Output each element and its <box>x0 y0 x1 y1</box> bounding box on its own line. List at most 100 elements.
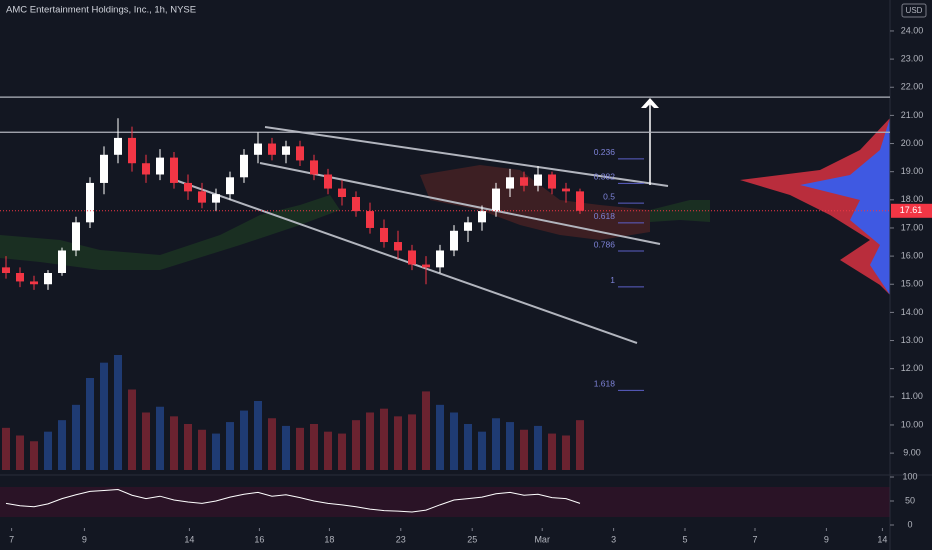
volume-bar <box>58 420 66 470</box>
y-tick-label: 23.00 <box>901 53 924 63</box>
cloud <box>0 195 340 270</box>
volume-bar <box>114 355 122 470</box>
candle-body <box>408 250 416 265</box>
trend-line <box>174 179 638 344</box>
candle-body <box>30 281 38 285</box>
candle-body <box>240 154 248 178</box>
volume-bar <box>394 416 402 470</box>
candle-body <box>58 250 66 273</box>
volume-bar <box>352 420 360 470</box>
volume-bar <box>380 408 388 470</box>
candle-body <box>506 177 514 189</box>
volume-bar <box>366 412 374 470</box>
volume-bar <box>576 420 584 470</box>
volume-bar <box>156 406 164 470</box>
candle-body <box>212 194 220 203</box>
candle-body <box>72 222 80 251</box>
x-tick-label: 16 <box>254 534 264 544</box>
volume-bar <box>226 422 234 470</box>
candle-body <box>422 264 430 268</box>
volume-bar <box>100 362 108 470</box>
fib-label: 0.618 <box>594 211 616 221</box>
volume-bar <box>296 427 304 470</box>
y-tick-label: 17.00 <box>901 222 924 232</box>
y-tick-label: 18.00 <box>901 194 924 204</box>
y-tick-label: 11.00 <box>901 391 923 401</box>
candle-body <box>520 177 528 186</box>
y-tick-label: 16.00 <box>901 250 924 260</box>
last-price-label: 17.61 <box>900 205 923 215</box>
candle-body <box>576 191 584 211</box>
candle-body <box>156 157 164 175</box>
rsi-tick-label: 0 <box>907 519 912 529</box>
candle-body <box>114 137 122 155</box>
volume-bar <box>268 418 276 470</box>
x-tick-label: 14 <box>877 534 887 544</box>
y-tick-label: 22.00 <box>901 82 924 92</box>
volume-bar <box>478 431 486 470</box>
candle-body <box>310 160 318 175</box>
volume-bar <box>86 378 94 470</box>
volume-bar <box>492 418 500 470</box>
candle-body <box>338 188 346 198</box>
rsi-line <box>5 488 581 513</box>
fib-label: 1.618 <box>594 379 616 389</box>
volume-profile <box>740 118 890 295</box>
volume-bar <box>562 435 570 470</box>
volume-bar <box>254 401 262 470</box>
volume-bar <box>422 391 430 470</box>
candle-body <box>380 227 388 243</box>
volume-bar <box>548 433 556 470</box>
x-tick-label: 7 <box>9 534 14 544</box>
y-tick-label: 19.00 <box>901 166 924 176</box>
cloud <box>650 200 710 222</box>
candle-body <box>464 222 472 231</box>
candle-body <box>478 211 486 223</box>
currency: USD <box>906 6 923 15</box>
candle-body <box>198 191 206 203</box>
candle-body <box>128 137 136 164</box>
volume-bar <box>128 389 136 470</box>
candle-body <box>534 174 542 186</box>
volume-bar <box>450 412 458 470</box>
volume-bar <box>408 414 416 470</box>
volume-bar <box>72 404 80 470</box>
x-tick-label: 5 <box>682 534 687 544</box>
x-tick-label: 14 <box>184 534 194 544</box>
cloud <box>420 165 650 240</box>
currency-box <box>901 3 927 18</box>
volume-bar <box>44 431 52 470</box>
candle-body <box>170 157 178 183</box>
volume-bar <box>324 431 332 470</box>
y-tick-label: 21.00 <box>901 110 924 120</box>
fib-label: 0.5 <box>603 191 615 201</box>
rsi-tick-label: 50 <box>905 495 915 505</box>
candle-body <box>254 143 262 155</box>
x-tick-label: 23 <box>396 534 406 544</box>
x-tick-label: 9 <box>82 534 87 544</box>
trend-line <box>264 126 669 187</box>
volume-bar <box>2 427 10 470</box>
y-tick-label: 15.00 <box>901 279 924 289</box>
x-tick-label: 7 <box>752 534 757 544</box>
y-tick-label: 12.00 <box>901 363 924 373</box>
volume-bar <box>282 425 290 470</box>
volume-bar <box>310 424 318 470</box>
y-tick-label: 10.00 <box>901 419 924 429</box>
candle-body <box>226 177 234 195</box>
candle-body <box>86 182 94 223</box>
volume-bar <box>436 404 444 470</box>
y-tick-label: 24.00 <box>901 25 924 35</box>
volume-bar <box>338 433 346 470</box>
candle-body <box>394 242 402 251</box>
candle-body <box>268 143 276 155</box>
x-tick-label: 25 <box>467 534 477 544</box>
volume-bar <box>170 416 178 470</box>
candle-body <box>324 174 332 189</box>
volume-bar <box>212 433 220 470</box>
arrow-head <box>641 98 659 108</box>
x-tick-label: 9 <box>824 534 829 544</box>
volume-bar <box>506 422 514 470</box>
candle-body <box>562 188 570 192</box>
